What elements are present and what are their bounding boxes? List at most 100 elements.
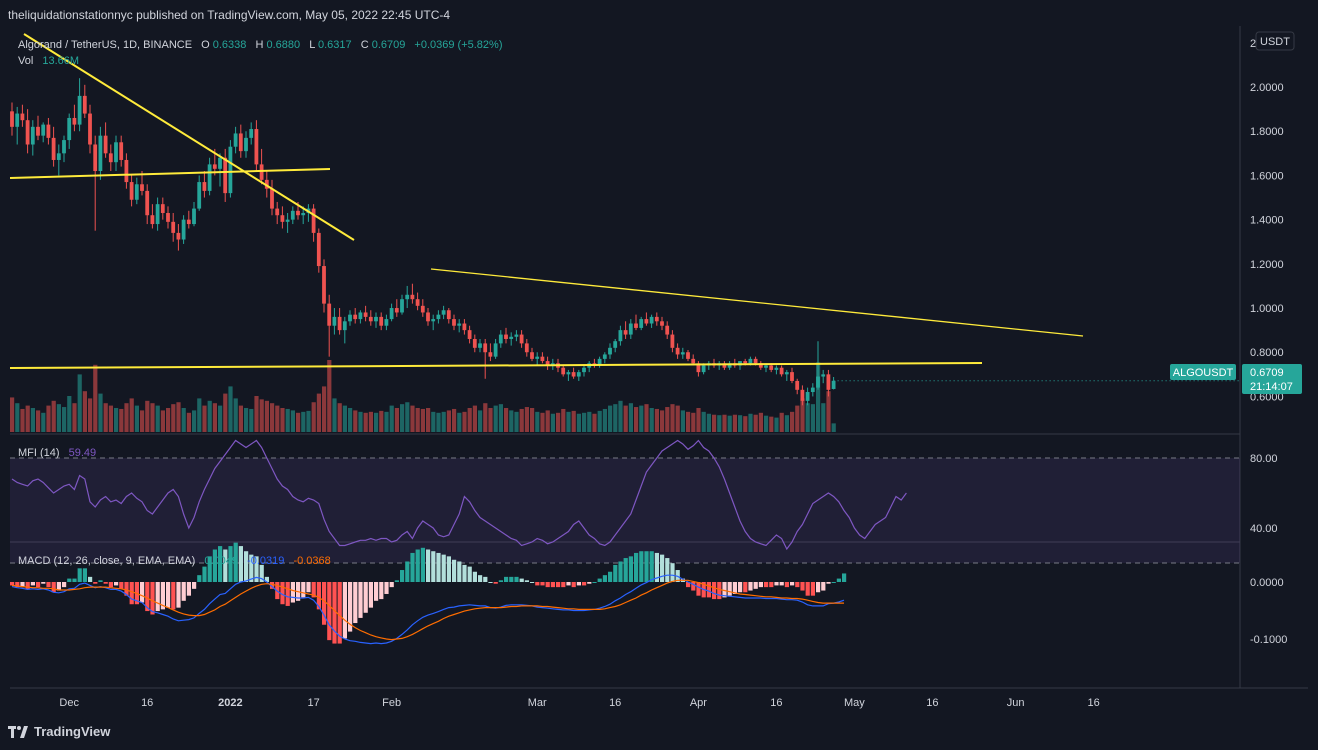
macd-histogram-bar [394,580,399,582]
candle-body [212,164,217,169]
candle-body [561,367,566,375]
macd-histogram-bar [686,582,691,588]
candle-body [654,316,659,322]
volume-bar [348,408,353,432]
volume-bar [176,402,181,432]
candle-body [218,157,222,169]
macd-histogram-bar [509,576,514,582]
volume-bar [592,413,597,432]
candle-body [192,208,196,225]
volume-bar [722,414,727,432]
svg-text:Vol 13.66M: Vol 13.66M [18,55,79,67]
macd-histogram-bar [420,547,425,582]
candle-body [36,126,40,136]
volume-bar [613,404,618,432]
volume-bar [223,393,228,432]
volume-bar [264,400,269,432]
macd-histogram-bar [20,582,25,588]
time-tick-label: Dec [59,697,79,709]
price-tick-label: 1.2000 [1250,259,1284,271]
volume-bar [415,408,420,432]
volume-bar [550,413,555,432]
macd-histogram-bar [88,576,93,582]
macd-histogram-bar [727,582,732,596]
last-price-badge: 0.6709 21:14:07 [1242,364,1302,394]
legend-open-label: O [201,39,210,51]
support-line [9,362,983,369]
macd-histogram-bar [748,582,753,591]
candle-body [410,294,415,300]
volume-bar [25,405,30,432]
volume-bar [337,403,342,432]
volume-bar [748,413,753,432]
legend-low-label: L [309,39,315,51]
volume-bar [582,412,587,432]
macd-histogram-bar [124,582,129,596]
volume-bar [717,415,722,432]
candle-body [114,142,118,163]
volume-bar [483,403,488,432]
candle-body [166,213,170,222]
macd-histogram-bar [93,582,98,584]
candle-body [769,365,774,370]
chart-frame[interactable]: 2.20002.00001.80001.60001.40001.20001.00… [9,26,1308,716]
macd-histogram-bar [36,582,41,588]
candle-body [623,330,628,335]
chart-canvas[interactable]: 2.20002.00001.80001.60001.40001.20001.00… [9,26,1308,716]
candle-body [602,354,607,359]
candle-body [545,361,550,366]
currency-box[interactable] [1255,31,1295,51]
candle-body [129,182,134,200]
macd-histogram-bar [446,556,451,582]
volume-bar [524,407,529,432]
volume-bar [400,404,405,432]
macd-histogram-bar [46,582,51,588]
macd-histogram-bar [368,582,373,608]
symbol-badge: ALGOUSDT [1170,364,1236,380]
macd-histogram-bar [62,582,67,588]
macd-histogram-bar [608,571,613,582]
candle-body [566,372,571,375]
last-price: 0.6709 [1250,367,1284,379]
volume-bar [114,408,119,432]
macd-histogram-bar [264,576,269,582]
macd-histogram-bar [712,582,717,600]
volume-bar [134,405,139,432]
volume-bar [493,405,498,432]
candle-body [753,358,758,364]
volume-bar [446,410,451,432]
volume-bar [514,411,519,432]
volume-bar [181,408,186,432]
volume-bar [51,400,56,432]
volume-bar [540,412,545,432]
macd-histogram-bar [743,582,748,593]
legend-high-label: H [255,39,263,51]
macd-hist-value: 0.0049 [204,555,238,567]
candle-body [337,316,342,331]
candle-body [379,316,384,326]
macd-histogram-bar [836,578,841,582]
volume-bar [790,411,795,432]
candle-body [363,312,368,317]
volume-bar [478,410,483,432]
macd-tick-label: 0.0000 [1250,577,1284,589]
symbol-badge-text: ALGOUSDT [1173,367,1234,379]
candle-body [197,182,202,209]
volume-bar [784,415,789,432]
candle-body [701,365,706,373]
volume-bar [30,408,35,432]
volume-bar [306,410,311,432]
price-tick-label: 0.8000 [1250,347,1284,359]
volume-bar [670,404,675,432]
macd-histogram-bar [660,554,665,582]
tradingview-logo[interactable]: TradingView [8,724,110,739]
macd-histogram-bar [550,582,555,588]
volume-bar [727,415,732,432]
candle-body [394,308,399,313]
price-tick-label: 1.6000 [1250,170,1284,182]
candle-body [452,319,456,326]
macd-histogram-bar [244,551,249,582]
candle-body [249,129,254,138]
candle-body [571,372,576,377]
macd-signal-value: -0.0368 [293,555,330,567]
